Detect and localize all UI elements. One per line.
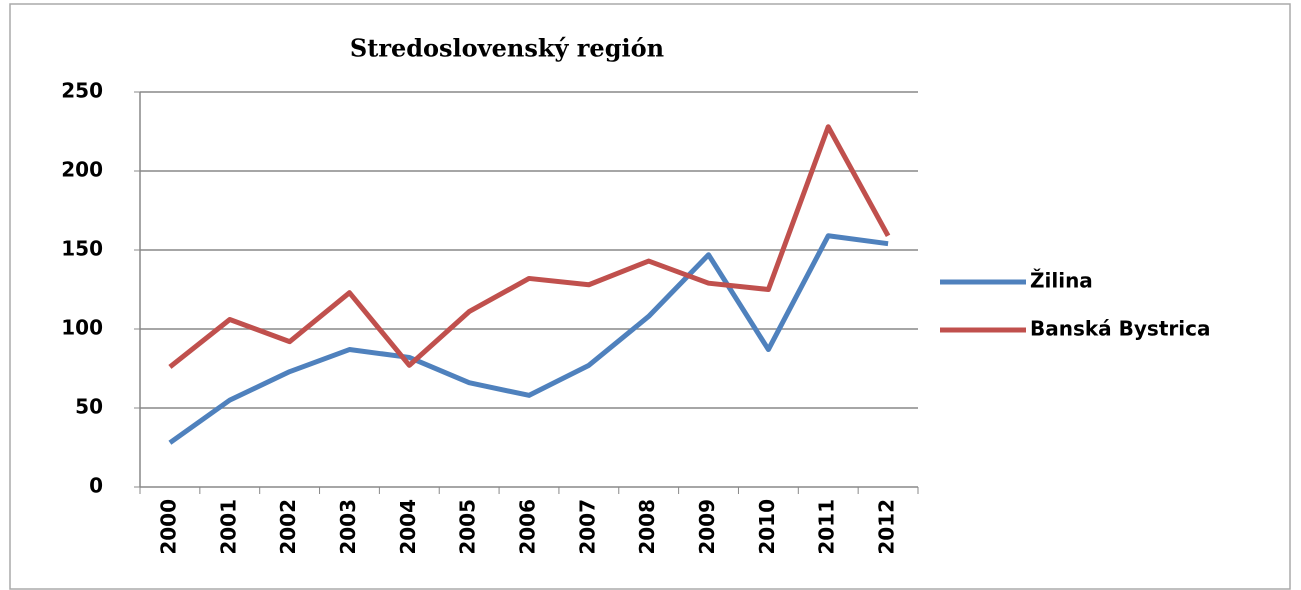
legend-label: Žilina xyxy=(1030,269,1093,293)
y-tick-label: 100 xyxy=(61,316,103,340)
line-series xyxy=(168,124,891,369)
x-tick-label: 2003 xyxy=(336,499,360,555)
x-tick-label: 2005 xyxy=(456,499,480,555)
chart-title: Stredoslovenský región xyxy=(350,34,664,63)
x-tick-label: 2006 xyxy=(516,499,540,555)
x-tick-label: 2001 xyxy=(216,499,240,555)
y-tick-label: 0 xyxy=(89,474,103,498)
legend-label: Banská Bystrica xyxy=(1030,317,1210,341)
x-tick-label: 2000 xyxy=(156,499,180,555)
line-series xyxy=(168,233,889,445)
x-tick-label: 2008 xyxy=(635,499,659,555)
x-tick-label: 2002 xyxy=(276,499,300,555)
y-tick-label: 150 xyxy=(61,237,103,261)
x-tick-label: 2004 xyxy=(396,499,420,555)
x-tick-label: 2011 xyxy=(815,499,839,555)
x-tick-label: 2009 xyxy=(695,499,719,555)
x-tick-label: 2010 xyxy=(755,499,779,555)
x-tick-label: 2007 xyxy=(575,499,599,555)
y-tick-label: 50 xyxy=(75,395,103,419)
chart-border xyxy=(9,3,1291,590)
x-tick-label: 2012 xyxy=(875,499,899,555)
y-tick-label: 200 xyxy=(61,158,103,182)
y-tick-label: 250 xyxy=(61,79,103,103)
